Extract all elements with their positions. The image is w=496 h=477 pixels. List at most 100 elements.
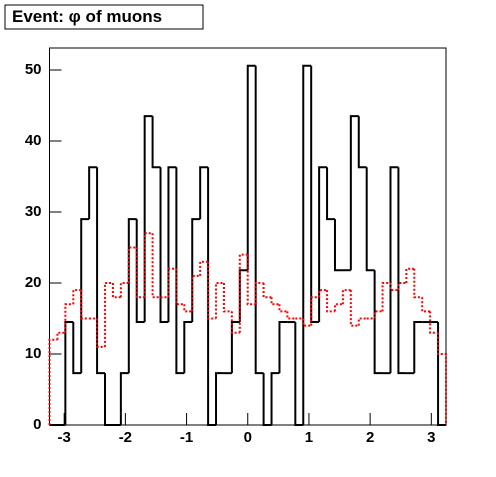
x-tick-label: 3 (427, 429, 435, 446)
histogram-bin (397, 167, 407, 375)
histogram-bin (151, 116, 161, 169)
x-tick-label: 2 (366, 429, 374, 446)
histogram-bin (167, 267, 177, 298)
histogram-bin (357, 317, 367, 326)
histogram-bin (310, 65, 320, 324)
histogram-bin (88, 166, 98, 220)
histogram-bin (389, 283, 399, 292)
y-tick-label: 10 (25, 345, 42, 362)
y-tick-label: 40 (25, 132, 42, 149)
histogram-bin (72, 322, 82, 375)
histogram-bin (183, 321, 193, 374)
histogram-bin (397, 282, 407, 291)
histogram-bin (159, 167, 169, 324)
histogram-bin (56, 331, 66, 340)
histogram-bin (318, 289, 328, 298)
histogram-bin (294, 322, 304, 426)
histogram-bin (230, 321, 240, 374)
y-tick-label: 50 (25, 61, 42, 78)
histogram-bin (254, 65, 264, 375)
histogram-bin (302, 318, 312, 327)
histogram-bin (381, 282, 391, 312)
histogram-bin (64, 303, 74, 333)
histogram-bin (199, 260, 209, 276)
histogram-bin (191, 274, 201, 312)
histogram-bin (191, 218, 201, 323)
histogram-bin (222, 283, 232, 313)
histogram-bin (254, 282, 264, 305)
histogram-bin (349, 115, 359, 271)
histogram-bin (286, 311, 296, 320)
histogram-bin (127, 246, 137, 284)
histogram-bin (96, 167, 106, 375)
histogram-bin (333, 219, 343, 272)
histogram-bin (175, 268, 185, 306)
histogram-bin (111, 283, 121, 299)
histogram-bin (278, 304, 288, 313)
y-tick-label: 20 (25, 274, 42, 291)
x-tick-label: -3 (58, 429, 71, 446)
histogram-bin (96, 318, 106, 348)
histogram-bin (104, 373, 113, 426)
histogram-bin (437, 332, 447, 425)
x-tick-label: -1 (180, 429, 193, 446)
histogram-bin (318, 166, 328, 323)
histogram-bin (341, 289, 351, 305)
histogram-bin (72, 289, 82, 305)
histogram-bin (119, 372, 129, 425)
histogram-bin (80, 218, 90, 374)
histogram-bin (119, 282, 129, 298)
title-box (4, 4, 204, 30)
histogram-bin (278, 321, 288, 374)
histogram-bin (326, 290, 335, 313)
histogram-bin (230, 311, 240, 334)
y-tick-label: 0 (33, 416, 41, 433)
x-tick-label: -2 (119, 429, 132, 446)
histogram-bin (199, 166, 209, 220)
histogram-bin (207, 167, 217, 426)
histogram-bin (389, 166, 399, 374)
histogram-bin (215, 372, 224, 425)
histogram-bin (246, 64, 256, 271)
histogram-bin (429, 311, 439, 334)
histogram-bin (421, 297, 431, 313)
histogram-bin (262, 283, 272, 299)
histogram-bin (143, 232, 153, 298)
histogram-bin (151, 233, 161, 299)
histogram-bin (333, 303, 343, 312)
histogram-bin (262, 373, 272, 426)
x-tick-label: 1 (305, 429, 313, 446)
histogram-bin (64, 321, 74, 425)
histogram-bin (302, 64, 312, 425)
histogram-bin (373, 310, 383, 319)
histogram-bin (175, 167, 185, 375)
y-tick-label: 30 (25, 203, 42, 220)
histogram-bin (238, 269, 248, 323)
histogram-bin (48, 338, 58, 425)
histogram-bin (270, 372, 280, 425)
histogram-bin (365, 167, 375, 272)
histogram-bin (80, 290, 90, 320)
histogram-bin (104, 282, 113, 347)
histogram-bin (215, 282, 224, 319)
histogram-bin (405, 267, 415, 284)
histogram-bin (167, 166, 177, 323)
histogram-bin (127, 218, 137, 374)
chart-title: Event: φ of muons (12, 7, 162, 26)
histogram-bin (143, 115, 153, 323)
histogram-bin (373, 270, 383, 375)
histogram-bin (183, 304, 193, 313)
histogram-bin (413, 268, 423, 299)
histogram-bin (270, 297, 280, 306)
histogram-bin (326, 167, 335, 221)
histogram-bin (413, 321, 423, 374)
histogram-bin (135, 247, 145, 299)
histogram-bin (437, 322, 446, 426)
histogram-bin (310, 296, 320, 326)
histogram-bin (357, 116, 367, 169)
histogram-bin (349, 290, 359, 327)
histogram-bin (246, 254, 256, 306)
histogram-bin (207, 261, 217, 320)
x-tick-label: 0 (244, 429, 252, 446)
